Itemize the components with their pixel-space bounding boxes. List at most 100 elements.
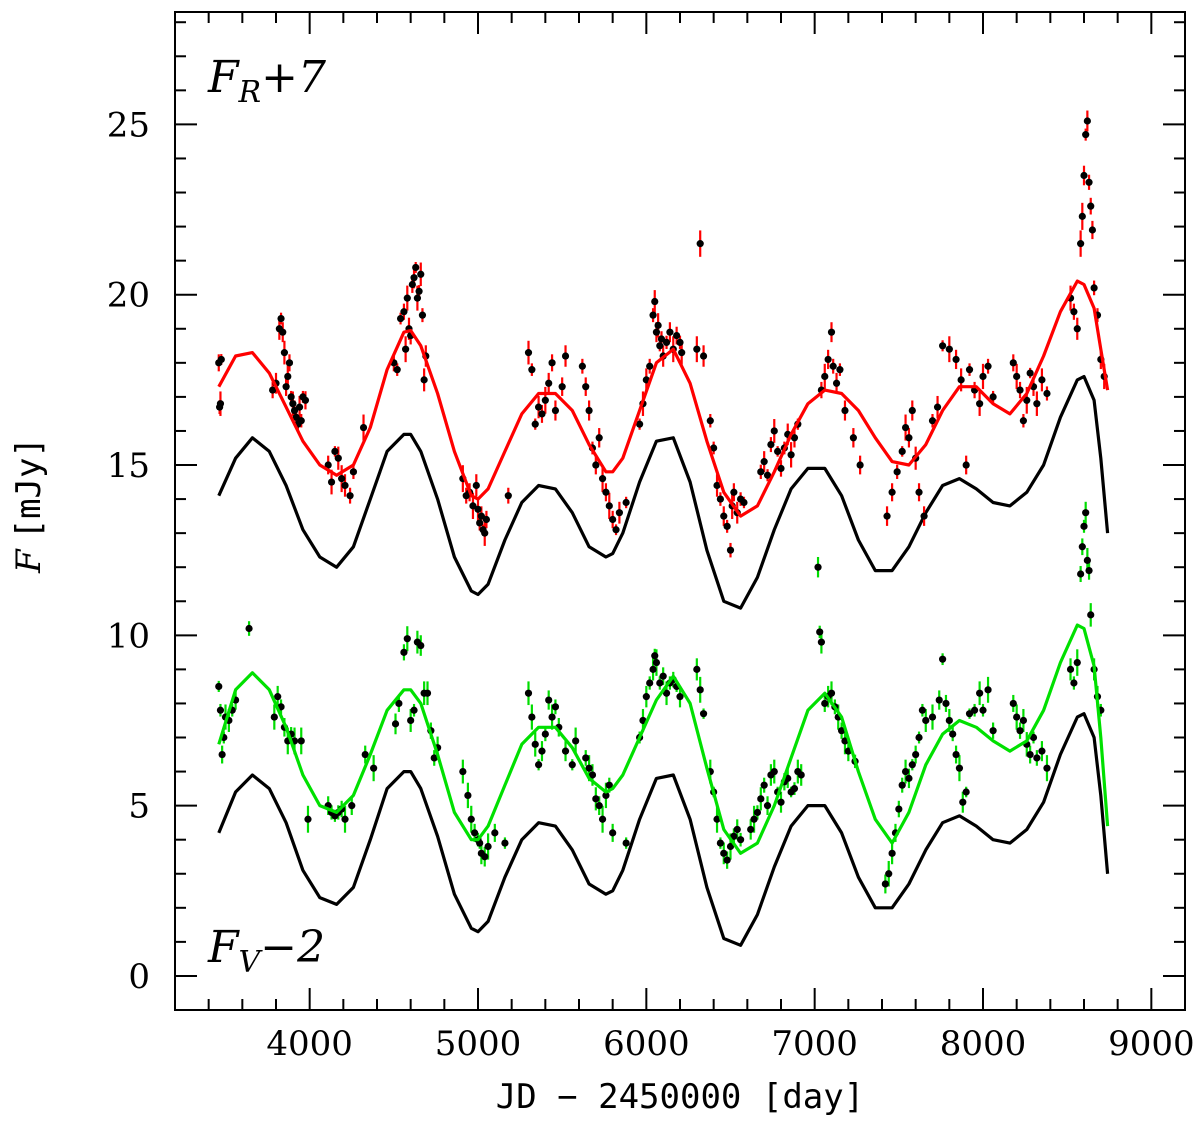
data-point xyxy=(763,802,772,810)
data-point xyxy=(652,658,661,667)
data-point xyxy=(334,454,342,462)
data-point xyxy=(959,798,967,806)
data-point xyxy=(459,767,467,776)
data-point xyxy=(1088,226,1097,234)
data-point xyxy=(403,635,411,643)
data-point xyxy=(720,512,728,520)
data-point xyxy=(588,771,597,779)
data-point xyxy=(693,665,701,673)
x-tick-label: 5000 xyxy=(435,1024,522,1064)
data-point xyxy=(928,417,937,425)
data-point xyxy=(827,689,836,697)
data-point xyxy=(962,461,970,469)
data-point xyxy=(740,498,748,507)
data-point xyxy=(676,693,684,701)
data-point xyxy=(245,624,253,633)
data-point xyxy=(895,805,903,813)
data-point xyxy=(396,314,405,323)
data-point xyxy=(612,526,620,534)
data-point xyxy=(730,488,738,496)
data-point xyxy=(370,764,378,772)
data-point xyxy=(945,345,953,353)
data-point xyxy=(331,447,339,455)
data-point xyxy=(662,689,671,697)
data-point xyxy=(952,355,960,364)
data-point xyxy=(962,788,970,796)
data-point xyxy=(1023,396,1031,404)
data-point xyxy=(898,781,906,789)
data-point xyxy=(737,836,745,844)
data-point xyxy=(1019,716,1027,725)
data-point xyxy=(477,512,485,520)
data-point xyxy=(723,856,731,864)
data-point xyxy=(295,403,304,411)
data-point xyxy=(1038,376,1046,384)
data-point xyxy=(777,798,785,806)
data-point xyxy=(598,475,607,483)
data-point xyxy=(524,689,533,697)
x-tick-label: 7000 xyxy=(771,1024,858,1064)
data-point xyxy=(713,481,721,490)
data-point xyxy=(400,648,408,656)
data-point xyxy=(622,498,630,507)
data-point xyxy=(790,785,799,793)
data-point xyxy=(976,689,984,697)
data-point xyxy=(289,400,297,408)
data-point xyxy=(338,475,346,483)
data-point xyxy=(1087,202,1095,210)
data-point xyxy=(482,515,491,524)
data-point xyxy=(1013,372,1021,381)
data-point xyxy=(706,417,714,425)
data-point xyxy=(423,689,432,697)
data-point xyxy=(920,512,928,520)
data-point xyxy=(400,308,408,316)
data-point xyxy=(324,461,332,469)
data-point xyxy=(545,379,553,387)
data-point xyxy=(1066,665,1075,673)
data-point xyxy=(770,767,778,776)
data-point xyxy=(1082,509,1090,517)
data-point xyxy=(1033,754,1041,762)
data-point xyxy=(1083,117,1091,125)
data-point xyxy=(760,781,768,789)
data-point xyxy=(912,750,920,759)
data-point xyxy=(649,665,657,673)
data-point xyxy=(952,750,960,759)
data-point xyxy=(395,699,403,708)
data-point xyxy=(777,464,785,473)
data-point xyxy=(723,522,731,530)
data-point xyxy=(957,376,965,384)
data-point xyxy=(955,764,964,772)
data-point xyxy=(757,795,765,803)
data-point xyxy=(651,652,659,660)
data-point xyxy=(561,747,570,755)
data-point xyxy=(551,703,560,711)
data-point xyxy=(528,713,536,721)
data-point xyxy=(491,829,499,837)
data-point xyxy=(901,767,910,776)
data-point xyxy=(753,808,762,817)
data-point xyxy=(646,362,654,370)
series-line-2 xyxy=(217,374,1110,610)
data-point xyxy=(481,529,489,537)
data-point xyxy=(656,679,664,687)
data-point xyxy=(270,713,278,721)
data-point xyxy=(572,737,580,745)
data-point xyxy=(933,403,942,411)
y-tick-label: 10 xyxy=(107,616,150,656)
data-point xyxy=(1043,389,1051,398)
data-point xyxy=(1078,543,1086,551)
data-point xyxy=(471,829,479,837)
data-point xyxy=(676,338,684,346)
data-point xyxy=(531,740,539,748)
axis-tick-labels: 4000 5000 6000 7000 8000 9000 0 5 10 15 20 25 xyxy=(107,105,1195,1064)
data-point xyxy=(915,488,923,496)
data-point xyxy=(984,686,992,694)
data-point xyxy=(348,802,356,810)
data-point xyxy=(474,505,482,513)
y-axis-title: F[mJy] xyxy=(9,437,49,574)
data-point xyxy=(410,706,418,714)
data-point xyxy=(696,686,704,694)
